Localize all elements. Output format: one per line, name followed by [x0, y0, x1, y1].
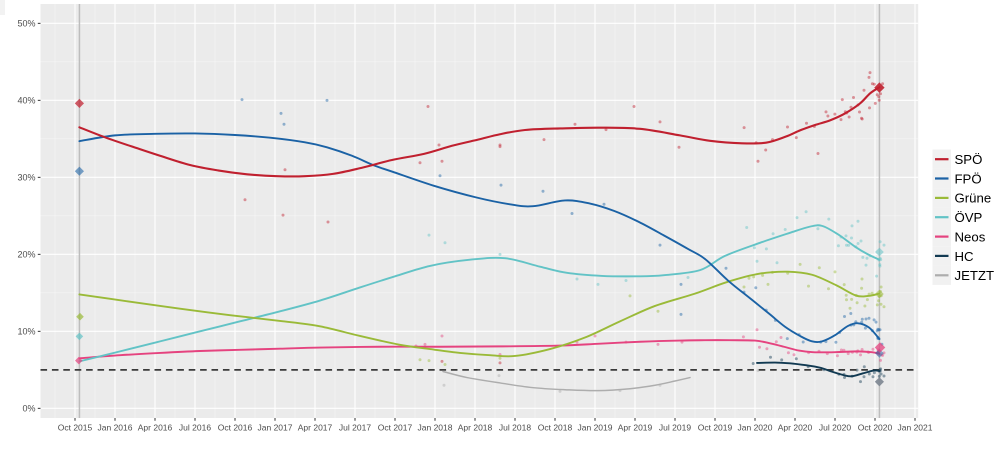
- svg-text:Jan 2021: Jan 2021: [898, 423, 933, 433]
- svg-text:Oct 2017: Oct 2017: [378, 423, 413, 433]
- svg-text:FPÖ: FPÖ: [955, 171, 982, 186]
- svg-text:Oct 2016: Oct 2016: [218, 423, 253, 433]
- svg-text:Jul 2017: Jul 2017: [339, 423, 371, 433]
- svg-text:Apr 2018: Apr 2018: [458, 423, 493, 433]
- svg-text:Oct 2019: Oct 2019: [698, 423, 733, 433]
- svg-text:Grüne: Grüne: [955, 191, 992, 206]
- svg-text:SPÖ: SPÖ: [955, 152, 983, 167]
- svg-text:20%: 20%: [17, 250, 35, 260]
- svg-text:Jul 2016: Jul 2016: [179, 423, 211, 433]
- svg-text:Jan 2020: Jan 2020: [738, 423, 773, 433]
- svg-text:Oct 2018: Oct 2018: [538, 423, 573, 433]
- svg-text:Jul 2018: Jul 2018: [499, 423, 531, 433]
- svg-text:Apr 2020: Apr 2020: [778, 423, 813, 433]
- svg-text:ÖVP: ÖVP: [955, 210, 983, 225]
- svg-text:50%: 50%: [17, 19, 35, 29]
- svg-text:Neos: Neos: [955, 229, 986, 244]
- svg-text:Jan 2016: Jan 2016: [98, 423, 133, 433]
- svg-text:Oct 2020: Oct 2020: [858, 423, 893, 433]
- svg-text:Jul 2020: Jul 2020: [819, 423, 851, 433]
- svg-text:Apr 2016: Apr 2016: [138, 423, 173, 433]
- svg-text:30%: 30%: [17, 173, 35, 183]
- svg-text:Oct 2015: Oct 2015: [58, 423, 93, 433]
- svg-text:Jan 2019: Jan 2019: [578, 423, 613, 433]
- svg-text:JETZT: JETZT: [955, 268, 995, 283]
- svg-text:Jan 2018: Jan 2018: [418, 423, 453, 433]
- svg-text:Apr 2019: Apr 2019: [618, 423, 653, 433]
- svg-text:0%: 0%: [22, 404, 35, 414]
- svg-text:10%: 10%: [17, 327, 35, 337]
- svg-text:Apr 2017: Apr 2017: [298, 423, 333, 433]
- svg-text:Jan 2017: Jan 2017: [258, 423, 293, 433]
- svg-text:Jul 2019: Jul 2019: [659, 423, 691, 433]
- svg-text:40%: 40%: [17, 96, 35, 106]
- svg-text:HC: HC: [955, 249, 975, 264]
